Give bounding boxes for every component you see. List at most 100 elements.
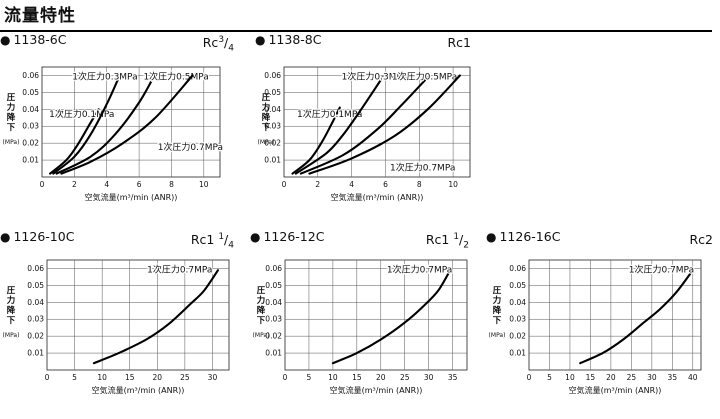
model-code: 1126-16C xyxy=(499,229,561,244)
y-axis-unit: (MPa) xyxy=(258,139,275,146)
y-axis-unit: (MPa) xyxy=(3,332,20,339)
series-curve xyxy=(49,108,100,175)
x-tick-label: 10 xyxy=(565,373,575,382)
chart-panel-1126-12c: ● 1126-12C Rc1 1/2 0 5 10 15 20 25 30 35 0.01 0.02… xyxy=(250,228,490,419)
y-axis-label-char: 圧 xyxy=(262,93,271,103)
series-curve xyxy=(299,74,431,175)
x-axis-label: 空気流量(m³/min (ANR)) xyxy=(569,385,662,395)
port-sub: 4 xyxy=(228,43,234,54)
port-sup: 1 xyxy=(453,232,460,242)
x-tick-label: 15 xyxy=(352,373,362,382)
y-tick-label: 0.01 xyxy=(509,349,526,358)
x-tick-label: 20 xyxy=(606,373,616,382)
y-tick-label: 0.05 xyxy=(22,88,39,97)
x-tick-label: 5 xyxy=(547,373,552,382)
y-axis-label-char: 圧 xyxy=(7,93,16,103)
series-label: 1次圧力0.7MPa xyxy=(629,263,694,275)
y-tick-label: 0.04 xyxy=(22,105,39,114)
port-sep: / xyxy=(224,232,229,248)
port-sub: 4 xyxy=(228,240,234,251)
model-code: 1126-12C xyxy=(263,229,325,244)
series-label: 1次圧力0.7MPa xyxy=(387,263,452,275)
y-tick-label: 0.04 xyxy=(265,298,282,307)
port-base: Rc1 xyxy=(190,232,219,248)
x-tick-label: 15 xyxy=(125,373,135,382)
x-axis-label: 空気流量(m³/min (ANR)) xyxy=(330,385,423,395)
x-tick-label: 4 xyxy=(104,180,109,189)
panel-header: ● 1126-12C xyxy=(250,228,324,246)
port-size: Rc3/4 xyxy=(203,31,234,54)
y-tick-label: 0.01 xyxy=(27,349,44,358)
y-axis-label-char: 降 xyxy=(262,112,271,123)
port-size: Rc1 1/4 xyxy=(190,228,234,251)
x-tick-label: 15 xyxy=(586,373,596,382)
series-curve xyxy=(291,106,341,175)
series-label: 1次圧力0.3MPa xyxy=(72,70,137,82)
port-base: Rc2 xyxy=(689,232,713,248)
x-tick-label: 10 xyxy=(448,180,458,189)
x-tick-label: 20 xyxy=(153,373,163,382)
y-tick-label: 0.04 xyxy=(27,298,44,307)
series-label: 1次圧力0.7MPa xyxy=(390,162,455,174)
model-code: 1138-8C xyxy=(268,32,322,47)
port-sub: 2 xyxy=(463,240,469,251)
y-tick-label: 0.02 xyxy=(27,332,44,341)
series-label: 1次圧力0.5MPa xyxy=(143,70,208,82)
y-tick-label: 0.02 xyxy=(264,139,281,148)
x-tick-label: 8 xyxy=(417,180,422,189)
x-tick-label: 2 xyxy=(315,180,320,189)
chart-svg: 0 5 10 15 20 25 30 35 0.01 0.02 0.03 0.04 0.05 0.06 圧力… xyxy=(253,259,468,395)
port-sep: / xyxy=(224,35,229,51)
series-label: 1次圧力0.5MPa xyxy=(392,70,457,82)
chart-svg: 0 5 10 15 20 25 30 35 40 0.01 0.02 0.03 0.04 0.05 0.06… xyxy=(489,259,702,395)
x-tick-label: 0 xyxy=(40,180,45,189)
plot-frame xyxy=(46,259,230,371)
panel-header: ● 1138-6C xyxy=(0,31,67,49)
y-tick-label: 0.03 xyxy=(264,122,281,131)
y-tick-label: 0.01 xyxy=(22,156,39,165)
x-tick-label: 0 xyxy=(282,180,287,189)
y-tick-label: 0.02 xyxy=(22,139,39,148)
x-tick-label: 10 xyxy=(97,373,107,382)
y-tick-label: 0.05 xyxy=(27,281,44,290)
y-axis-label-char: 下 xyxy=(7,123,16,133)
y-tick-label: 0.02 xyxy=(509,332,526,341)
x-tick-label: 30 xyxy=(208,373,218,382)
series-curve xyxy=(55,72,157,175)
y-axis-label-char: 圧 xyxy=(257,286,266,296)
x-tick-label: 25 xyxy=(400,373,410,382)
y-tick-label: 0.06 xyxy=(509,264,526,273)
x-tick-label: 25 xyxy=(180,373,190,382)
y-tick-label: 0.04 xyxy=(509,298,526,307)
series-curve xyxy=(294,74,385,175)
series-curve xyxy=(60,74,194,175)
y-tick-label: 0.01 xyxy=(265,349,282,358)
x-tick-label: 0 xyxy=(527,373,532,382)
x-tick-label: 0 xyxy=(283,373,288,382)
x-tick-label: 6 xyxy=(383,180,388,189)
plot-frame xyxy=(528,259,702,371)
x-tick-label: 4 xyxy=(349,180,354,189)
x-axis-label: 空気流量(m³/min (ANR)) xyxy=(331,192,424,202)
port-size: Rc1 1/2 xyxy=(425,228,469,251)
y-axis-label-char: 力 xyxy=(493,295,502,306)
series-curve xyxy=(579,269,694,365)
y-axis-unit: (MPa) xyxy=(489,332,506,339)
y-tick-label: 0.05 xyxy=(265,281,282,290)
y-axis-label-char: 下 xyxy=(7,316,16,326)
x-tick-label: 2 xyxy=(72,180,77,189)
y-tick-label: 0.06 xyxy=(265,264,282,273)
chart-panel-1126-10c: ● 1126-10C Rc1 1/4 0 5 10 15 20 25 30 0.01 0.02 0.… xyxy=(0,228,240,419)
panel-header: ● 1138-8C xyxy=(255,31,322,49)
port-base: Rc1 xyxy=(425,232,454,248)
port-sep: / xyxy=(459,232,464,248)
y-tick-label: 0.02 xyxy=(265,332,282,341)
x-tick-label: 10 xyxy=(199,180,209,189)
chart-panel-1138-6c: ● 1138-6C Rc3/4 0 2 4 6 8 10 0.01 0.02 0.03 0.04 0.… xyxy=(0,31,240,206)
series-label: 1次圧力0.1MPa xyxy=(49,108,114,120)
port-size: Rc1 xyxy=(447,31,471,50)
series-label: 1次圧力0.7MPa xyxy=(147,263,212,275)
port-sup: 1 xyxy=(218,232,225,242)
